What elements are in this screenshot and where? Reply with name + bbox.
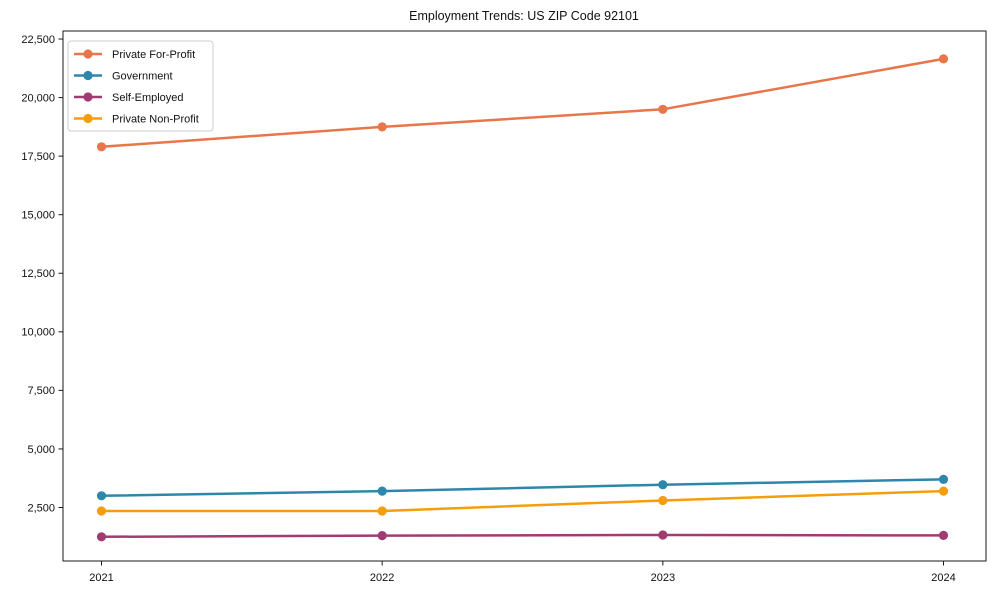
y-tick-label: 12,500 xyxy=(21,268,55,280)
legend-swatch-marker-private-non-profit xyxy=(83,113,93,124)
series-line-government xyxy=(100,478,945,498)
legend-item-label-government: Government xyxy=(112,70,173,82)
y-tick-label: 2,500 xyxy=(27,502,55,514)
data-point-private-non-profit-2022 xyxy=(377,506,387,516)
data-point-private-for-profit-2022 xyxy=(377,122,387,132)
data-point-private-for-profit-2021 xyxy=(96,142,107,152)
y-tick-label: 22,500 xyxy=(21,34,55,46)
legend-box xyxy=(67,40,214,132)
y-tick-label: 20,000 xyxy=(21,92,55,104)
y-tick-label: 10,000 xyxy=(21,327,55,339)
data-point-government-2021 xyxy=(96,491,107,501)
data-point-private-non-profit-2023 xyxy=(658,495,668,506)
data-point-self-employed-2023 xyxy=(658,530,668,540)
data-point-government-2022 xyxy=(377,486,387,496)
axes-spines xyxy=(62,30,987,562)
y-tick-label: 15,000 xyxy=(21,210,55,222)
data-point-government-2024 xyxy=(938,474,949,484)
data-point-self-employed-2022 xyxy=(377,531,387,541)
data-point-private-non-profit-2024 xyxy=(938,486,949,496)
y-tick-label: 17,500 xyxy=(21,151,55,163)
legend-swatch-marker-government xyxy=(83,70,93,81)
x-tick-label: 2024 xyxy=(931,572,955,584)
data-point-private-for-profit-2024 xyxy=(938,54,949,64)
chart-title: Employment Trends: US ZIP Code 92101 xyxy=(409,9,639,23)
y-tick-label: 7,500 xyxy=(27,385,55,397)
data-point-government-2023 xyxy=(658,480,668,490)
data-point-private-for-profit-2023 xyxy=(658,104,668,114)
x-tick-label: 2023 xyxy=(651,572,675,584)
x-tick-label: 2021 xyxy=(89,572,113,584)
y-tick-label: 5,000 xyxy=(27,444,55,456)
data-point-self-employed-2024 xyxy=(938,530,949,541)
legend-item-label-private-non-profit: Private Non-Profit xyxy=(112,113,199,125)
plot-area: 2,500 5,000 7,500 10,000 12,500 15,000 17,500 2… xyxy=(21,30,987,584)
series-line-self-employed xyxy=(100,533,945,539)
series-line-private-non-profit xyxy=(100,489,945,513)
x-tick-label: 2022 xyxy=(370,572,394,584)
legend-swatch-marker-self-employed xyxy=(83,92,93,102)
legend-item-label-self-employed: Self-Employed xyxy=(112,92,184,104)
data-point-private-non-profit-2021 xyxy=(96,506,107,516)
legend-item-label-private-for-profit: Private For-Profit xyxy=(112,49,195,61)
data-point-self-employed-2021 xyxy=(96,532,107,542)
legend-swatch-marker-private-for-profit xyxy=(83,49,93,59)
series-line-private-for-profit xyxy=(100,57,945,149)
